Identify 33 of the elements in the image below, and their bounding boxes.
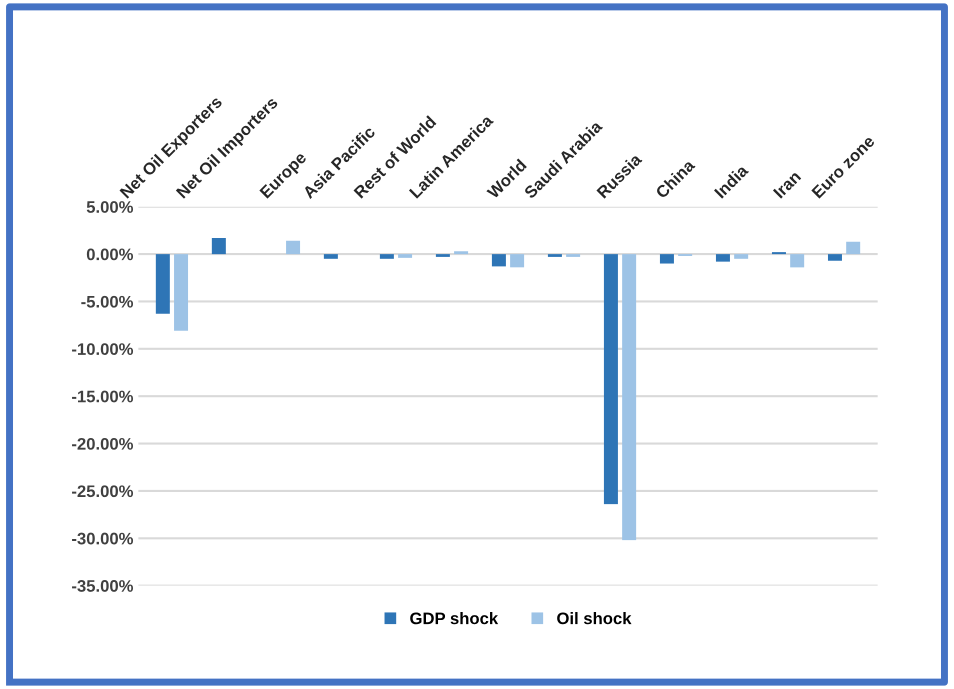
bar [454,251,468,254]
bar [174,254,188,331]
y-tick-label: -5.00% [81,296,134,308]
y-tick-label: -15.00% [72,390,134,402]
bar [380,254,394,259]
x-tick-label: Iran [772,170,802,199]
bar [510,254,524,268]
bar [734,254,748,259]
bar [716,254,730,262]
y-tick-label: -10.00% [72,343,134,356]
bar [846,242,860,254]
y-tick-label: 0.00% [86,248,134,260]
bar [286,240,300,254]
y-tick-label: 5.00% [86,201,134,213]
bar [548,254,562,257]
bar [212,238,226,254]
bar [790,254,804,268]
legend-label: GDP shock [410,612,498,624]
bar [828,254,842,261]
bar [660,254,674,264]
bar [436,254,450,257]
y-tick-label: -35.00% [72,580,134,592]
bar [324,254,338,259]
bar [566,254,580,257]
bar [156,254,170,314]
bar [398,254,412,258]
bar [604,254,618,504]
legend-label: Oil shock [557,612,632,624]
y-tick-label: -20.00% [72,438,134,450]
bar [492,254,506,266]
y-tick-label: -30.00% [72,532,134,545]
bar [622,254,636,540]
y-tick-label: -25.00% [72,485,134,498]
